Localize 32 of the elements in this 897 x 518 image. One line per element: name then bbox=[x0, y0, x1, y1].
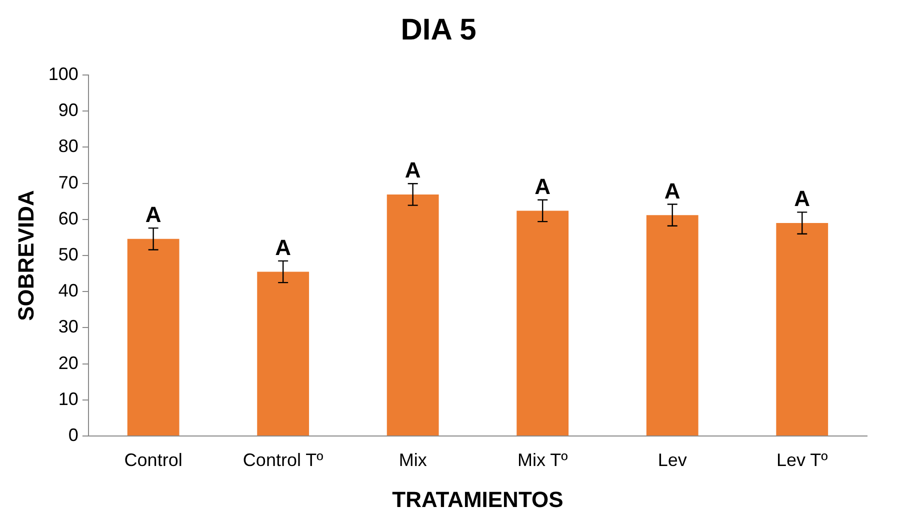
y-tick-label: 80 bbox=[58, 136, 78, 156]
annotation: A bbox=[275, 234, 292, 260]
bar bbox=[646, 215, 698, 436]
x-tick-label: Mix bbox=[398, 450, 427, 470]
bar bbox=[516, 210, 569, 436]
y-axis-title: SOBREVIDA bbox=[13, 190, 38, 321]
y-tick-label: 30 bbox=[58, 316, 78, 337]
annotation: A bbox=[664, 178, 680, 204]
annotation: A bbox=[145, 202, 162, 228]
y-tick-label: 10 bbox=[58, 388, 78, 409]
y-tick-label: 90 bbox=[58, 100, 78, 120]
x-tick-label: Control Tº bbox=[242, 450, 324, 470]
annotation: A bbox=[794, 186, 810, 212]
chart-title: DIA 5 bbox=[400, 13, 476, 46]
annotation: A bbox=[404, 158, 421, 183]
x-tick-label: Lev Tº bbox=[776, 450, 828, 470]
x-tick-label: Control bbox=[124, 450, 182, 470]
x-axis-title: TRATAMIENTOS bbox=[392, 486, 564, 512]
x-tick-label: Mix Tº bbox=[517, 450, 568, 470]
bar bbox=[127, 238, 180, 436]
y-tick-label: 40 bbox=[58, 280, 78, 301]
y-tick-label: 100 bbox=[48, 64, 78, 84]
annotation: A bbox=[534, 174, 551, 199]
y-tick-label: 70 bbox=[58, 172, 78, 192]
bar bbox=[257, 272, 310, 436]
y-tick-label: 60 bbox=[58, 208, 78, 228]
bar bbox=[386, 194, 439, 436]
y-tick-label: 20 bbox=[58, 352, 78, 373]
x-tick-label: Lev bbox=[658, 450, 687, 470]
bar bbox=[776, 223, 828, 436]
y-tick-label: 50 bbox=[58, 244, 78, 264]
y-tick-label: 0 bbox=[68, 424, 78, 445]
